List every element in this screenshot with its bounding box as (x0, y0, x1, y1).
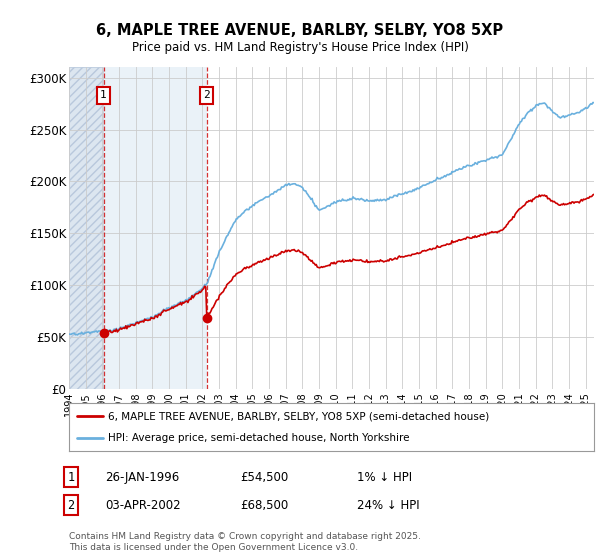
Text: 2: 2 (203, 90, 210, 100)
Text: 24% ↓ HPI: 24% ↓ HPI (357, 498, 419, 512)
Text: HPI: Average price, semi-detached house, North Yorkshire: HPI: Average price, semi-detached house,… (109, 433, 410, 443)
Text: 1: 1 (67, 470, 74, 484)
Text: £54,500: £54,500 (240, 470, 288, 484)
Text: £68,500: £68,500 (240, 498, 288, 512)
Text: 2: 2 (67, 498, 74, 512)
Text: 6, MAPLE TREE AVENUE, BARLBY, SELBY, YO8 5XP: 6, MAPLE TREE AVENUE, BARLBY, SELBY, YO8… (97, 24, 503, 38)
Text: 1% ↓ HPI: 1% ↓ HPI (357, 470, 412, 484)
Text: 26-JAN-1996: 26-JAN-1996 (105, 470, 179, 484)
Text: 6, MAPLE TREE AVENUE, BARLBY, SELBY, YO8 5XP (semi-detached house): 6, MAPLE TREE AVENUE, BARLBY, SELBY, YO8… (109, 411, 490, 421)
Bar (104, 67, 206, 389)
Text: Contains HM Land Registry data © Crown copyright and database right 2025.
This d: Contains HM Land Registry data © Crown c… (69, 533, 421, 552)
Bar (69, 67, 103, 389)
Text: 1: 1 (100, 90, 107, 100)
Bar (69, 67, 103, 389)
Text: Price paid vs. HM Land Registry's House Price Index (HPI): Price paid vs. HM Land Registry's House … (131, 41, 469, 54)
Text: 03-APR-2002: 03-APR-2002 (105, 498, 181, 512)
